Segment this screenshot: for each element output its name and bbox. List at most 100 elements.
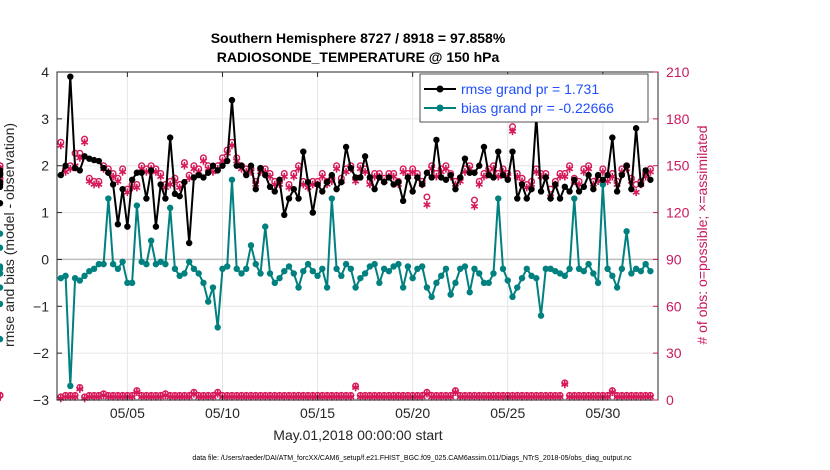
obs-possible-marker	[0, 162, 4, 170]
rmse-point	[471, 169, 478, 176]
bias-point	[224, 263, 231, 270]
rmse-point	[195, 171, 202, 179]
bias-point	[399, 284, 407, 291]
y-left-tick-label: 2	[41, 158, 49, 174]
obs-assimilated-marker	[561, 380, 569, 389]
rmse-point	[219, 162, 226, 169]
rmse-point	[352, 174, 359, 181]
bias-point	[590, 270, 597, 277]
rmse-point	[185, 239, 193, 247]
obs-assimilated-marker	[584, 165, 593, 173]
bias-point	[57, 274, 65, 282]
obs-assimilated-marker	[332, 165, 341, 173]
rmse-point	[590, 185, 597, 193]
y-left-tick-label: −2	[33, 345, 49, 361]
bias-point	[390, 263, 397, 270]
y-left-tick-label: −1	[33, 298, 49, 314]
bias-point	[247, 242, 255, 249]
rmse-point	[457, 174, 464, 181]
bias-point	[642, 260, 649, 268]
bias-point	[342, 260, 350, 268]
rmse-point	[200, 174, 207, 181]
bias-point	[257, 270, 264, 277]
rmse-point	[114, 221, 122, 228]
bias-point	[95, 260, 103, 268]
obs-assimilated-marker	[508, 127, 517, 136]
bias-point	[485, 279, 492, 287]
rmse-point	[466, 169, 473, 176]
bias-point	[109, 260, 117, 268]
bias-point	[157, 258, 164, 265]
bias-point	[71, 274, 79, 282]
obs-assimilated-marker	[561, 172, 569, 181]
rmse-point	[461, 155, 469, 162]
rmse-point	[190, 174, 198, 181]
rmse-point	[514, 195, 521, 202]
bias-point	[504, 277, 511, 284]
bias-point	[323, 284, 331, 291]
obs-assimilated-marker	[603, 393, 612, 401]
x-tick-label: 05/10	[205, 405, 240, 421]
rmse-point	[76, 167, 84, 174]
rmse-point	[528, 185, 535, 193]
rmse-point	[323, 178, 331, 186]
rmse-point	[642, 167, 649, 174]
rmse-point	[228, 96, 236, 104]
bias-point	[495, 195, 502, 202]
obs-assimilated-marker	[446, 393, 455, 401]
bias-point	[0, 263, 4, 270]
bias-point	[76, 277, 84, 284]
bias-point	[518, 274, 526, 282]
rmse-point	[247, 162, 255, 169]
bias-point	[471, 265, 478, 272]
bias-point	[457, 265, 464, 272]
y-axis-label-left: rmse and bias (model - observation)	[1, 123, 17, 347]
x-axis-label: May.01,2018 00:00:00 start	[273, 427, 443, 443]
rmse-point	[585, 171, 592, 179]
rmse-point	[67, 73, 74, 80]
y-right-tick-label: 150	[666, 158, 690, 174]
y-left-tick-label: 1	[41, 205, 49, 221]
obs-assimilated-marker	[118, 168, 127, 176]
y-right-tick-label: 30	[666, 345, 682, 361]
bias-point	[447, 291, 454, 298]
bias-point	[533, 274, 540, 282]
rmse-point	[290, 185, 297, 193]
bias-point	[347, 265, 355, 272]
rmse-point	[395, 178, 402, 186]
chart-title: Southern Hemisphere 8727 / 8918 = 97.858…	[211, 30, 506, 46]
rmse-point	[609, 134, 616, 141]
obs-possible-marker	[423, 193, 431, 201]
rmse-point	[637, 181, 645, 188]
obs-assimilated-marker	[57, 141, 65, 150]
rmse-point	[414, 174, 421, 181]
obs-assimilated-marker	[318, 172, 327, 181]
bias-line	[60, 179, 652, 386]
rmse-point	[499, 171, 507, 179]
bias-point	[613, 284, 621, 291]
rmse-point	[243, 171, 250, 179]
x-tick-label: 05/25	[490, 405, 525, 421]
rmse-point	[437, 174, 445, 181]
bias-point	[637, 267, 645, 275]
x-tick-label: 05/05	[110, 405, 145, 421]
rmse-point	[252, 185, 259, 193]
obs-assimilated-marker	[99, 391, 108, 400]
obs-assimilated-marker	[556, 393, 564, 401]
bias-point	[162, 260, 169, 268]
rmse-point	[128, 176, 136, 183]
bias-point	[0, 335, 4, 343]
bias-point	[371, 260, 378, 268]
bias-point	[238, 270, 245, 277]
bias-point	[205, 298, 212, 305]
bias-point	[128, 279, 136, 287]
obs-assimilated-marker	[470, 202, 479, 211]
bias-point	[266, 270, 274, 277]
bias-point	[276, 274, 283, 282]
rmse-point	[575, 188, 583, 195]
obs-assimilated-marker	[532, 168, 540, 176]
bias-point	[428, 293, 435, 301]
y-right-tick-label: 210	[666, 64, 690, 80]
bias-point	[561, 272, 569, 280]
bias-point	[190, 265, 198, 272]
